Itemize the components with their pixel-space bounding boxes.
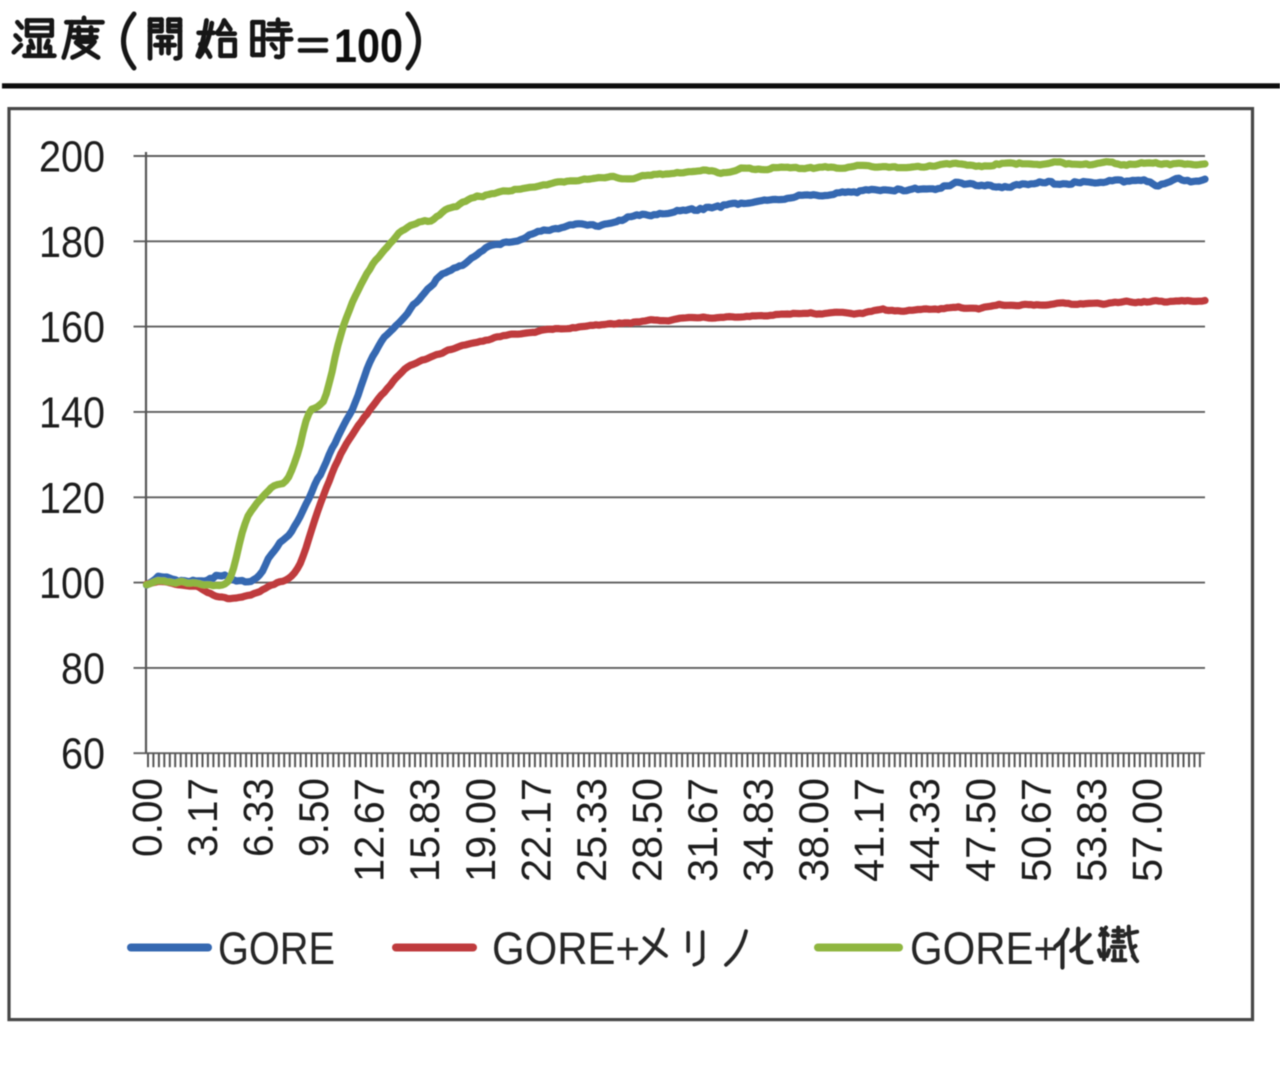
svg-text:0.00: 0.00 [124,778,171,857]
svg-text:57.00: 57.00 [1123,778,1170,882]
svg-text:160: 160 [39,303,105,352]
svg-text:50.67: 50.67 [1012,778,1059,882]
svg-text:53.83: 53.83 [1068,778,1115,882]
svg-text:180: 180 [39,218,105,267]
svg-text:19.00: 19.00 [457,778,504,882]
svg-text:38.00: 38.00 [790,778,837,882]
svg-text:80: 80 [61,644,105,693]
svg-text:41.17: 41.17 [846,778,893,882]
svg-text:12.67: 12.67 [346,778,393,882]
svg-text:25.33: 25.33 [568,778,615,882]
svg-text:31.67: 31.67 [679,778,726,882]
svg-text:34.83: 34.83 [735,778,782,882]
svg-text:100: 100 [39,559,105,608]
svg-text:15.83: 15.83 [401,778,448,882]
svg-text:GORE+: GORE+ [492,923,640,974]
svg-text:GORE: GORE [218,923,335,974]
svg-text:22.17: 22.17 [512,778,559,882]
svg-text:60: 60 [61,730,105,779]
svg-text:28.50: 28.50 [624,778,671,882]
svg-text:9.50: 9.50 [290,778,337,857]
svg-text:GORE+: GORE+ [910,923,1058,974]
svg-text:6.33: 6.33 [235,778,282,857]
svg-text:3.17: 3.17 [179,778,226,857]
svg-text:100: 100 [334,19,403,72]
svg-text:120: 120 [39,474,105,523]
svg-text:47.50: 47.50 [957,778,1004,882]
svg-text:140: 140 [39,388,105,437]
svg-text:44.33: 44.33 [901,778,948,882]
svg-text:200: 200 [39,133,105,182]
